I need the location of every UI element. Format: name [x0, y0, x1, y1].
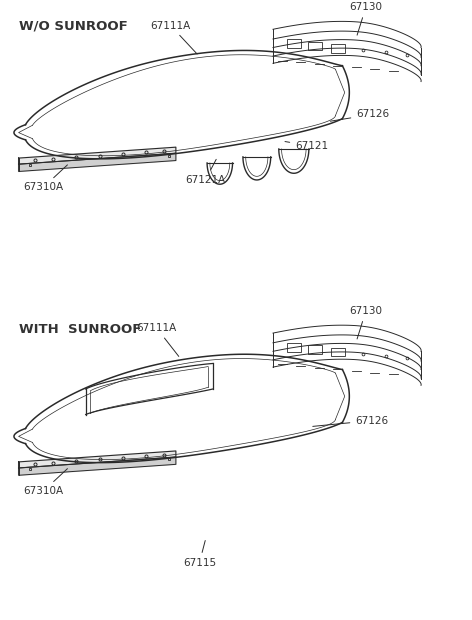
Bar: [287, 40, 301, 48]
Bar: [331, 44, 345, 53]
Text: 67130: 67130: [349, 306, 382, 339]
Bar: [331, 348, 345, 356]
Text: 67121: 67121: [285, 141, 329, 151]
Polygon shape: [18, 457, 176, 476]
Text: 67111A: 67111A: [151, 20, 197, 54]
Text: 67111A: 67111A: [136, 323, 179, 356]
Text: 67121A: 67121A: [185, 159, 225, 185]
Bar: [287, 343, 301, 352]
Bar: [308, 42, 321, 50]
Text: 67115: 67115: [183, 541, 216, 568]
Polygon shape: [18, 147, 176, 164]
Text: 67130: 67130: [349, 2, 382, 35]
Polygon shape: [18, 451, 176, 468]
Polygon shape: [18, 153, 176, 172]
Text: WITH  SUNROOF: WITH SUNROOF: [18, 324, 141, 337]
Text: 67310A: 67310A: [23, 165, 67, 192]
Text: 67310A: 67310A: [23, 469, 67, 496]
Bar: [308, 345, 321, 354]
Text: 67126: 67126: [330, 109, 389, 121]
Text: 67126: 67126: [313, 415, 388, 427]
Text: W/O SUNROOF: W/O SUNROOF: [18, 20, 127, 33]
